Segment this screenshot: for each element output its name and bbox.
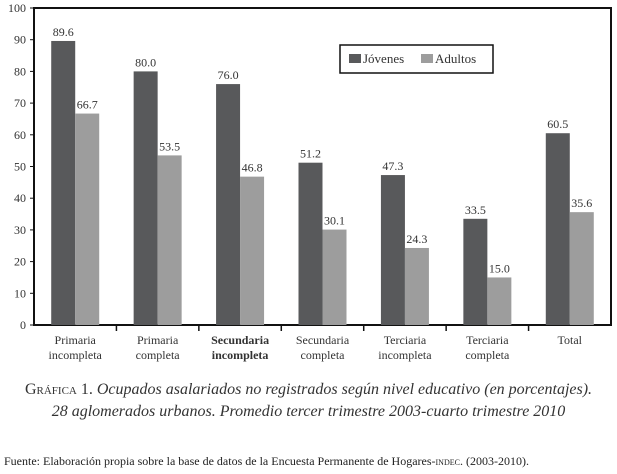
x-tick-label: Terciaria [384,333,427,347]
x-tick-label: Terciaria [466,333,509,347]
data-label: 66.7 [77,98,98,112]
y-tick-label: 80 [14,64,26,78]
data-label: 24.3 [406,232,427,246]
x-tick-label: completa [465,348,510,362]
source-abbr: indec [435,454,460,468]
data-label: 76.0 [218,68,239,82]
y-tick-label: 70 [14,96,26,110]
legend-swatch [349,54,361,63]
bar-adultos [569,212,594,325]
x-tick-label: Secundaria [296,333,350,347]
caption-line-1: Gráfica 1. Ocupados asalariados no regis… [0,381,617,399]
x-tick-label: incompleta [49,348,103,362]
data-label: 46.8 [242,161,263,175]
bar-jóvenes [545,133,570,325]
y-tick-label: 30 [14,223,26,237]
x-tick-label: incompleta [378,348,432,362]
legend-swatch [421,54,433,63]
bar-jóvenes [51,40,76,326]
legend-box [339,44,494,74]
data-label: 35.6 [571,196,592,210]
data-label: 30.1 [324,214,345,228]
legend-label: Jóvenes [363,51,404,66]
x-tick-label: incompleta [212,348,269,362]
bar-jóvenes [216,84,241,325]
bar-jóvenes [133,71,158,326]
bar-adultos [487,277,512,325]
data-label: 80.0 [135,55,156,69]
x-tick-label: completa [301,348,346,362]
y-tick-label: 50 [14,160,26,174]
data-label: 60.5 [547,117,568,131]
x-tick-label: Total [558,333,583,347]
legend-label: Adultos [435,51,476,66]
source-label: Fuente: [4,454,40,468]
caption-label: Gráfica 1. [24,381,93,398]
data-label: 33.5 [465,203,486,217]
bar-adultos [404,247,429,325]
y-tick-label: 90 [14,33,26,47]
caption-title: Ocupados asalariados no registrados segú… [96,381,593,398]
bar-adultos [75,113,100,325]
data-label: 15.0 [489,261,510,275]
bar-jóvenes [380,175,405,325]
source-tail: . (2003-2010). [459,454,529,468]
source-note: Fuente: Elaboración propia sobre la base… [4,454,529,469]
bar-chart: 0102030405060708090100Primariaincompleta… [8,1,612,362]
source-text: Elaboración propia sobre la base de dato… [43,454,436,468]
x-tick-label: Primaria [137,333,179,347]
y-tick-label: 40 [14,191,26,205]
data-label: 51.2 [300,147,321,161]
y-tick-label: 60 [14,128,26,142]
bar-adultos [157,155,182,325]
y-tick-label: 0 [20,318,26,332]
x-tick-label: Primaria [55,333,97,347]
bar-adultos [322,229,347,325]
y-tick-label: 20 [14,255,26,269]
y-tick-label: 100 [8,1,26,15]
data-label: 53.5 [159,139,180,153]
caption-line-2: 28 aglomerados urbanos. Promedio tercer … [51,403,566,420]
bar-adultos [240,176,265,325]
data-label: 89.6 [53,25,74,39]
y-tick-label: 10 [14,286,26,300]
x-tick-label: Secundaria [211,333,269,347]
bar-jóvenes [463,218,488,325]
data-label: 47.3 [382,159,403,173]
x-tick-label: completa [136,348,181,362]
bar-jóvenes [298,162,323,325]
